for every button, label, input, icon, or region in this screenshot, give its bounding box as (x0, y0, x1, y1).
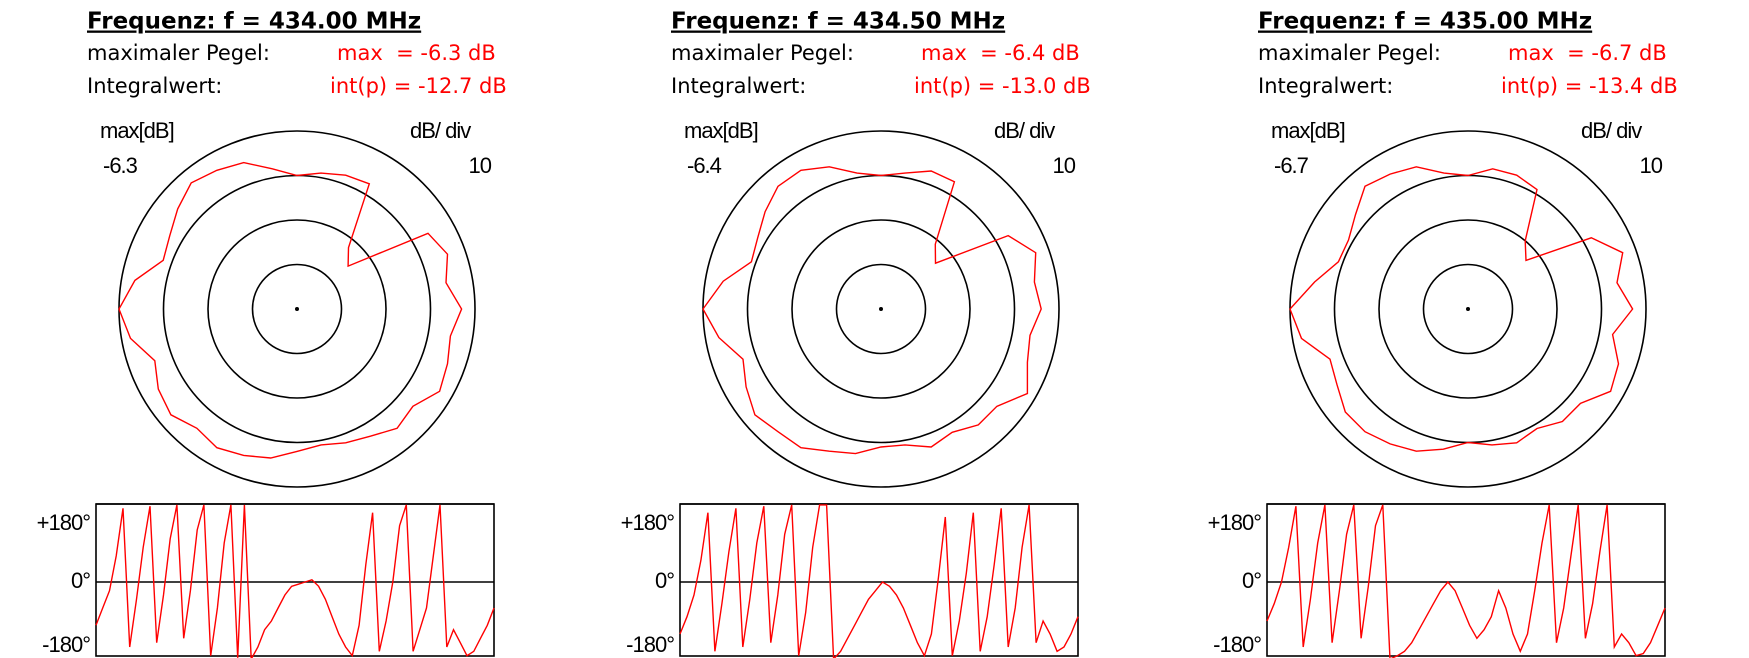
phase-line (95, 504, 495, 658)
panel-title: Frequenz: f = 435.00 MHz (1258, 9, 1592, 35)
grid-circle (207, 219, 387, 399)
phase-tick-label: 0° (1242, 568, 1261, 593)
panel-title: Frequenz: f = 434.50 MHz (671, 9, 1005, 35)
grid-circle (1422, 263, 1514, 355)
int-value: int(p) = -13.0 dB (914, 74, 1091, 98)
max-label: maximaler Pegel: (671, 41, 854, 65)
phase-tick-label: +180° (37, 510, 91, 535)
int-value: int(p) = -13.4 dB (1501, 74, 1678, 98)
max-value: max = -6.7 dB (1508, 41, 1667, 65)
scale-label: max[dB] (684, 118, 758, 143)
int-label: Integralwert: (1258, 74, 1393, 98)
pattern-line (118, 161, 463, 459)
div-value: 10 (1053, 153, 1076, 178)
div-value: 10 (469, 153, 492, 178)
phase-tick-label: 0° (71, 568, 90, 593)
div-value: 10 (1640, 153, 1663, 178)
grid-circle (251, 263, 343, 355)
int-label: Integralwert: (671, 74, 806, 98)
phase-tick-label: -180° (626, 632, 674, 657)
grid-circle (835, 263, 927, 355)
scale-value: -6.3 (103, 153, 138, 178)
scale-label: max[dB] (1271, 118, 1345, 143)
grid-circle (1378, 219, 1558, 399)
max-label: maximaler Pegel: (1258, 41, 1441, 65)
center-dot (1466, 307, 1470, 311)
int-value: int(p) = -12.7 dB (330, 74, 507, 98)
scale-value: -6.4 (687, 153, 722, 178)
phase-tick-label: -180° (42, 632, 90, 657)
phase-tick-label: +180° (621, 510, 675, 535)
max-value: max = -6.4 dB (921, 41, 1080, 65)
max-label: maximaler Pegel: (87, 41, 270, 65)
center-dot (879, 307, 883, 311)
int-label: Integralwert: (87, 74, 222, 98)
div-label: dB/ div (994, 118, 1055, 143)
div-label: dB/ div (410, 118, 471, 143)
phase-line (1266, 504, 1666, 658)
phase-tick-label: +180° (1208, 510, 1262, 535)
phase-line (679, 504, 1079, 658)
panel-title: Frequenz: f = 434.00 MHz (87, 9, 421, 35)
grid-circle (791, 219, 971, 399)
panel: Frequenz: f = 434.00 MHz maximaler Pegel:… (37, 9, 507, 658)
panel: Frequenz: f = 434.50 MHz maximaler Pegel:… (621, 9, 1091, 658)
pattern-line (702, 166, 1042, 455)
scale-label: max[dB] (100, 118, 174, 143)
phase-tick-label: 0° (655, 568, 674, 593)
center-dot (295, 307, 299, 311)
phase-tick-label: -180° (1213, 632, 1261, 657)
panel: Frequenz: f = 435.00 MHz maximaler Pegel:… (1208, 9, 1678, 658)
scale-value: -6.7 (1274, 153, 1309, 178)
pattern-line (1289, 166, 1634, 452)
max-value: max = -6.3 dB (337, 41, 496, 65)
div-label: dB/ div (1581, 118, 1642, 143)
